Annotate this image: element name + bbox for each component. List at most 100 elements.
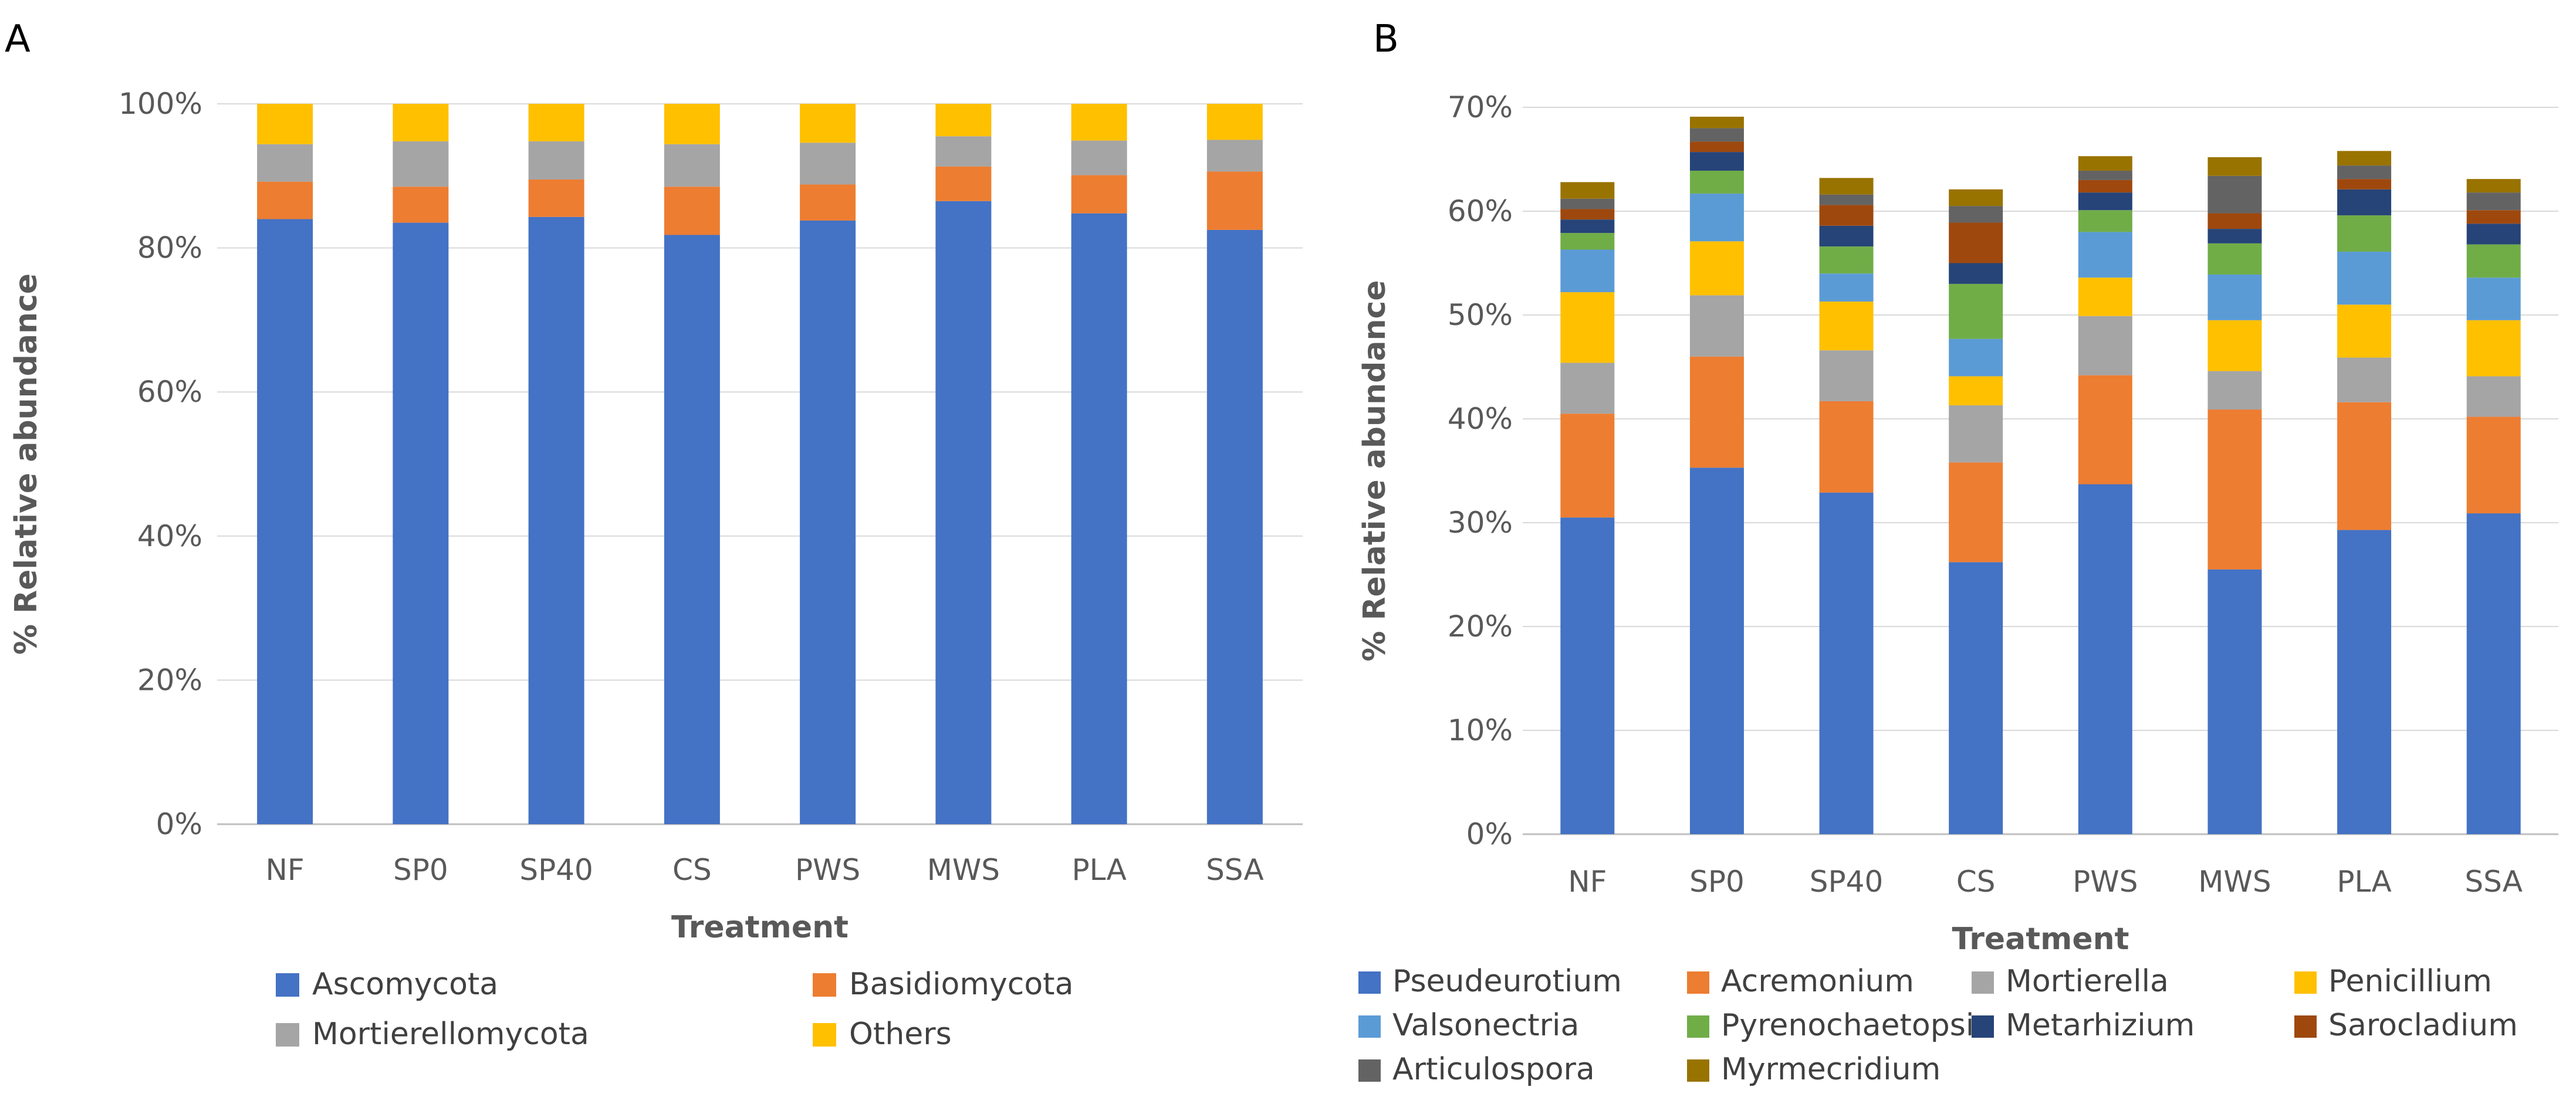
bar-segment-metarhizium [2078,192,2132,211]
bar-segment-pseudeurotium [1560,517,1615,834]
bar-segment-ascomycota [528,216,584,824]
bar-segment-pyrenochaetopsis [2466,244,2521,278]
bar-segment-acremonium [2078,375,2132,485]
bar-segment-mortierella [1560,363,1615,414]
bar-segment-valsonectria [1560,249,1615,293]
x-axis-title: Treatment [1952,922,2129,957]
bar-segment-sarocladium [2466,210,2521,224]
y-axis-title: % Relative abundance [9,273,44,655]
legend-item: Metarhizium [1972,1008,2195,1043]
bar-segment-articulospora [1689,128,1744,142]
bar-segment-myrmecridium [1819,178,1874,195]
legend-label: Penicillium [2328,964,2492,999]
legend-swatch [2294,971,2317,994]
bar-segment-articulospora [2207,175,2262,214]
legend-label: Ascomycota [312,967,498,1002]
legend-label: Others [849,1017,952,1052]
legend-swatch [1687,1059,1709,1082]
y-tick-label: 0% [156,807,202,841]
legend-item: Pseudeurotium [1358,964,1622,999]
bar-segment-sarocladium [1949,222,2003,263]
bar-segment-penicillium [2078,277,2132,316]
y-tick-label: 20% [1448,610,1513,644]
y-tick-label: 80% [137,231,202,265]
bar-segment-mortierellomycota [1206,140,1263,172]
x-axis-title: Treatment [671,910,848,945]
bar-segment-valsonectria [1689,193,1744,242]
x-tick-label: SP40 [519,853,593,887]
bar-segment-pyrenochaetopsis [2337,215,2392,252]
bar-segment-metarhizium [2337,189,2392,216]
x-tick-label: NF [1568,865,1607,899]
bar-segment-articulospora [2466,192,2521,211]
bar-segment-pyrenochaetopsis [1949,283,2003,339]
bar-segment-myrmecridium [1949,189,2003,206]
bar-segment-penicillium [2337,304,2392,358]
bar-segment-ascomycota [664,235,720,825]
bar-segment-myrmecridium [2207,157,2262,176]
bar-segment-myrmecridium [2466,179,2521,193]
legend-label: Valsonectria [1392,1008,1579,1043]
bar-segment-mortierellomycota [935,136,992,167]
bar-segment-ascomycota [1071,213,1127,824]
y-tick-label: 30% [1448,506,1513,540]
legend-item: Mortierellomycota [276,1017,589,1052]
bar-segment-articulospora [1819,194,1874,205]
bar-segment-myrmecridium [1560,182,1615,199]
y-tick-label: 70% [1448,90,1513,124]
bar-segment-mortierellomycota [800,143,856,185]
legend-item: Ascomycota [276,967,498,1002]
bar-segment-sarocladium [1560,209,1615,220]
legend-swatch [1687,1015,1709,1038]
bar-segment-basidiomycota [664,187,720,235]
bar-segment-ascomycota [935,201,992,824]
bar-segment-ascomycota [393,222,449,824]
bar-segment-penicillium [1949,376,2003,405]
bar-segment-pseudeurotium [2207,569,2262,834]
x-tick-label: SSA [1206,853,1264,887]
legend-item: Myrmecridium [1687,1052,1941,1087]
bar-segment-pseudeurotium [1689,468,1744,834]
bar-segment-valsonectria [2078,232,2132,278]
bar-segment-pseudeurotium [1819,492,1874,834]
bar-segment-articulospora [2078,170,2132,180]
bar-segment-mortierellomycota [393,141,449,187]
bar-segment-penicillium [2207,320,2262,371]
y-tick-label: 50% [1448,298,1513,332]
bar-segment-mortierellomycota [528,141,584,180]
legend-item: Valsonectria [1358,1008,1579,1043]
bar-segment-others [528,104,584,141]
bar-segment-sarocladium [1819,205,1874,226]
legend-label: Basidiomycota [849,967,1073,1002]
legend-label: Mortierellomycota [312,1017,589,1052]
bar-segment-acremonium [1949,462,2003,563]
bar-segment-valsonectria [1949,338,2003,377]
x-tick-label: MWS [2198,865,2271,899]
legend-swatch [1358,1015,1381,1038]
legend-label: Metarhizium [2006,1008,2195,1043]
y-tick-label: 20% [137,663,202,697]
legend-label: Mortierella [2006,964,2169,999]
bar-segment-others [393,104,449,141]
bar-segment-basidiomycota [1206,171,1263,230]
bar-segment-basidiomycota [800,184,856,221]
bar-segment-pyrenochaetopsis [1560,233,1615,250]
bar-segment-basidiomycota [528,179,584,217]
bar-segment-metarhizium [1560,219,1615,233]
x-tick-label: SP0 [393,853,448,887]
bar-segment-myrmecridium [1689,116,1744,128]
bar-segment-pyrenochaetopsis [1689,170,1744,194]
bar-segment-acremonium [1689,356,1744,468]
legend-label: Sarocladium [2328,1008,2518,1043]
legend-swatch [1972,971,1994,994]
legend-swatch [1972,1015,1994,1038]
bar-segment-mortierella [2207,371,2262,410]
legend-swatch [2294,1015,2317,1038]
y-tick-label: 10% [1448,713,1513,747]
x-tick-label: MWS [927,853,1000,887]
bar-segment-mortierellomycota [1071,140,1127,175]
x-tick-label: PWS [795,853,860,887]
bar-segment-sarocladium [2337,179,2392,189]
x-tick-label: NF [266,853,305,887]
